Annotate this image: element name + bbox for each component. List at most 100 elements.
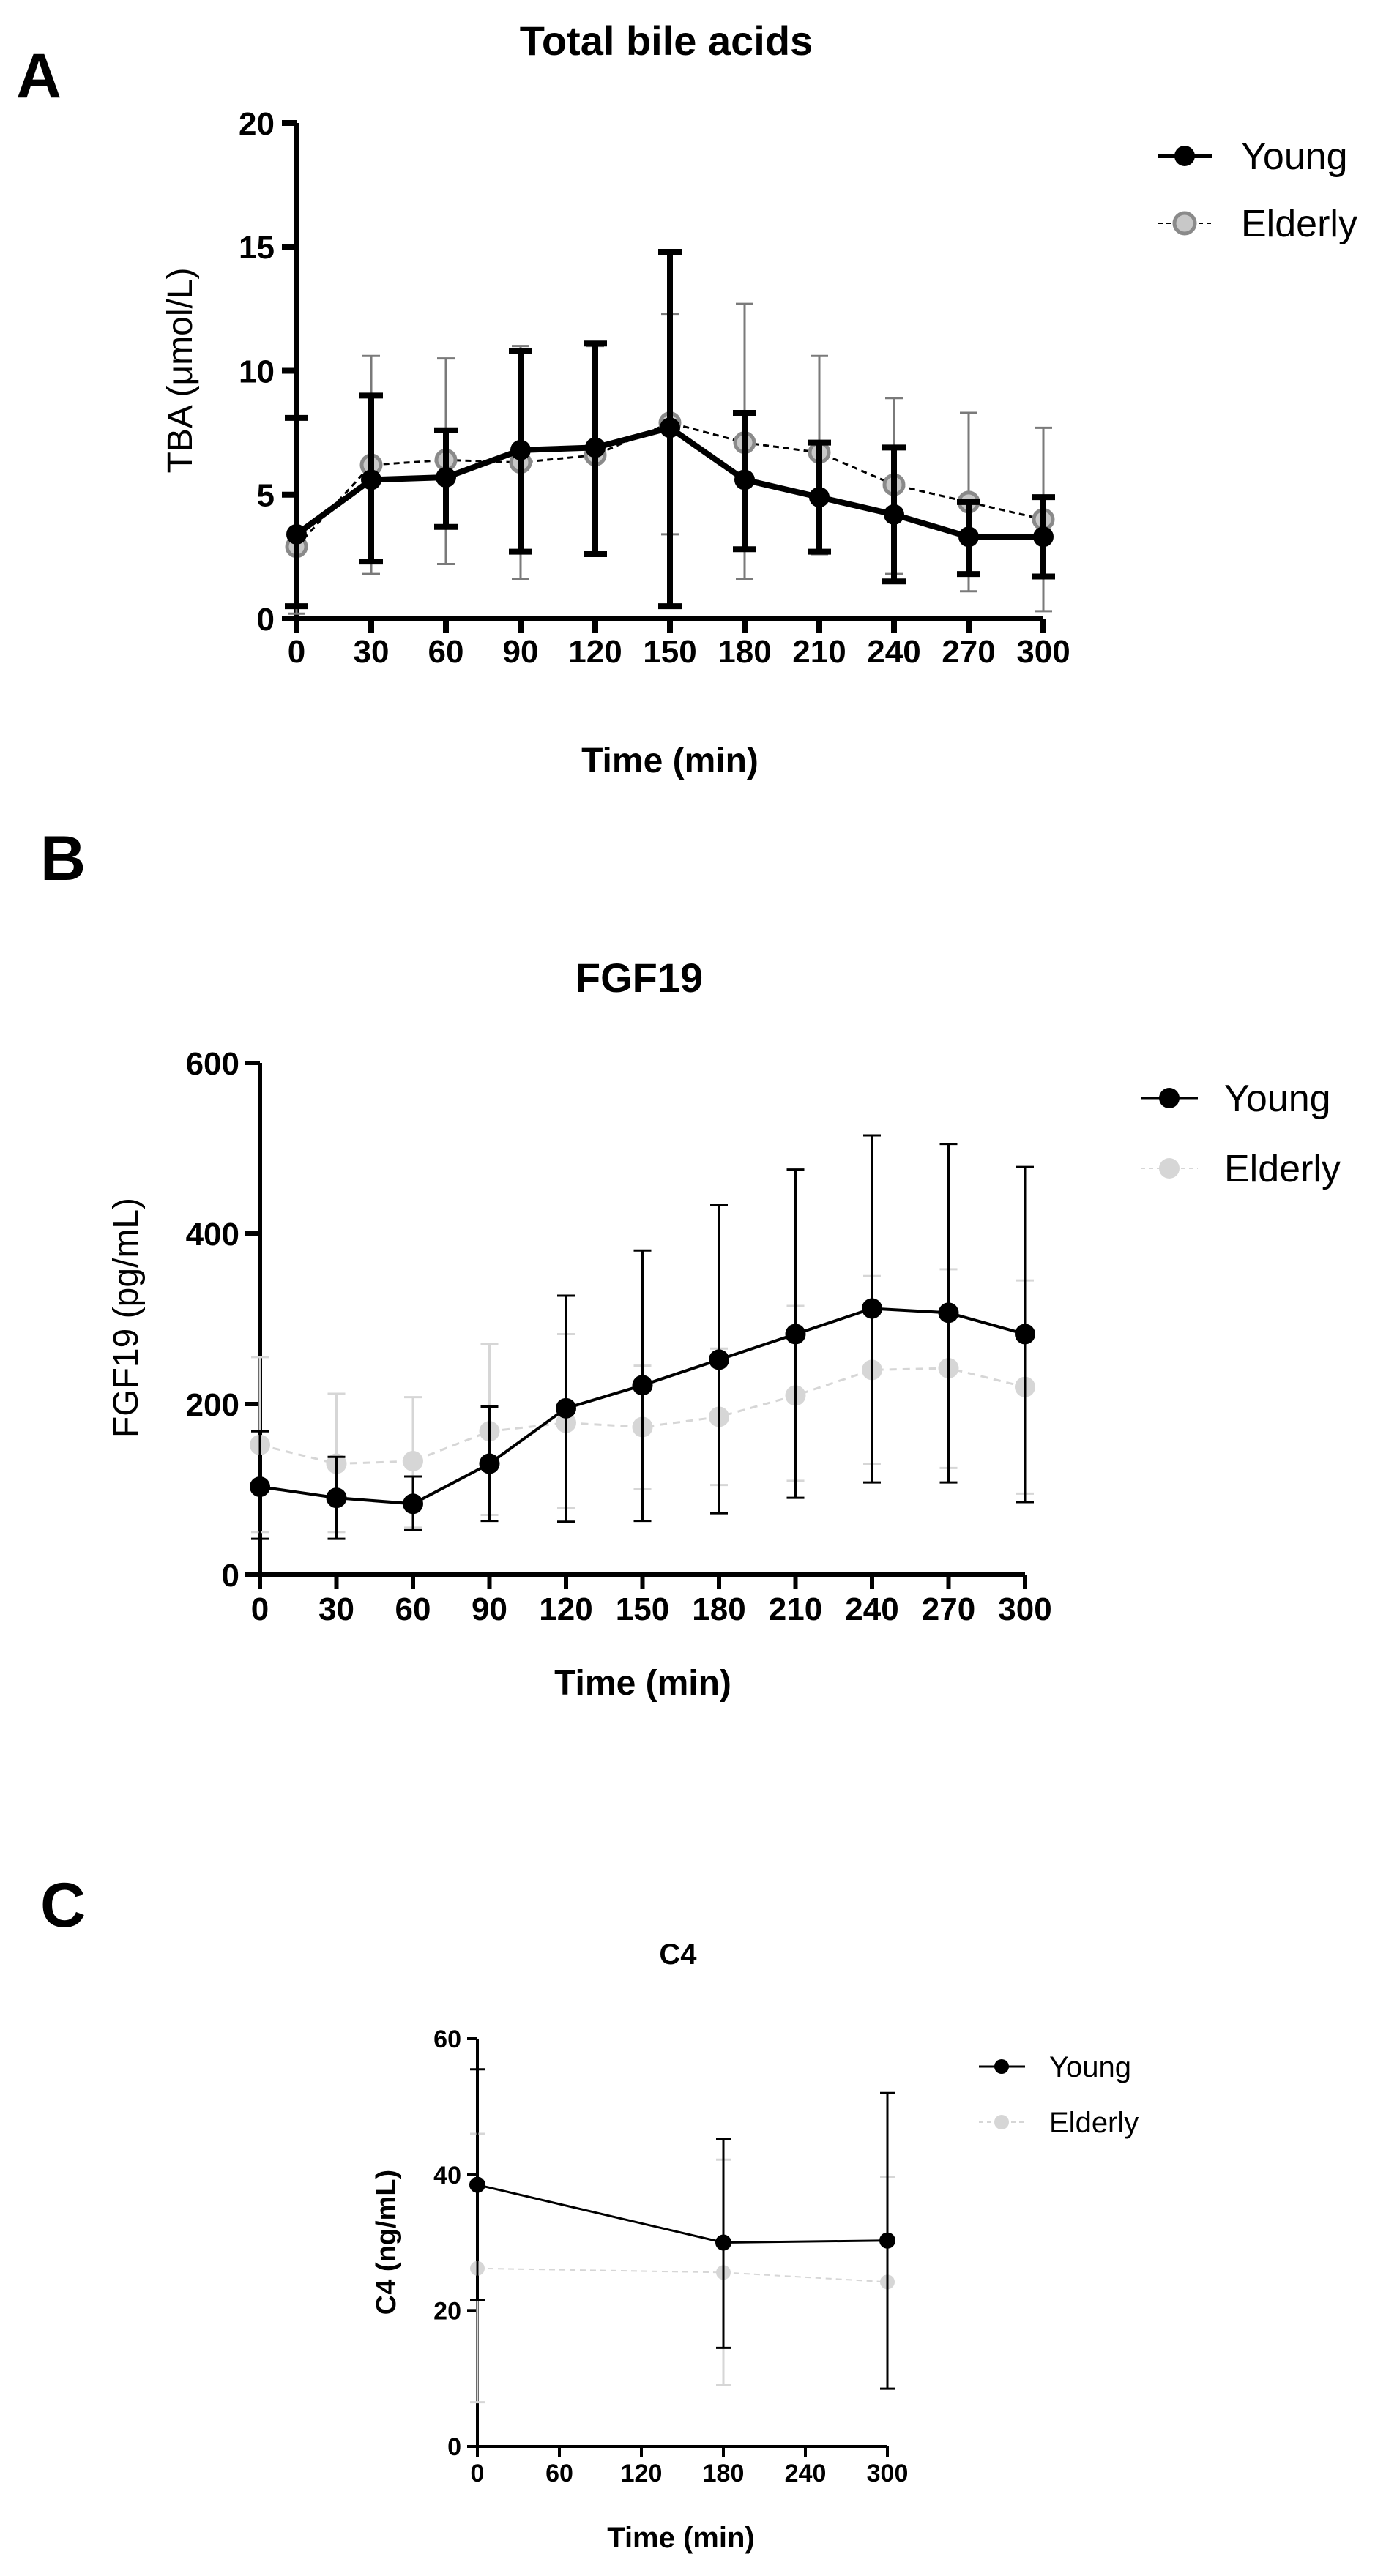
chart-a-title: Total bile acids <box>520 18 813 64</box>
chart-c-elderly-line <box>477 2267 888 2283</box>
chart-b-young-point <box>709 1349 729 1370</box>
chart-a-y-axis-label: TBA (μmol/L) <box>161 267 200 473</box>
chart-c-x-tick-label: 300 <box>867 2460 909 2487</box>
chart-a-x-tick-label: 120 <box>568 634 622 670</box>
chart-b-young-point <box>938 1302 959 1324</box>
chart-a-young-point <box>660 417 680 438</box>
legend-c-young-marker <box>994 2059 1009 2074</box>
chart-b-elderly-point <box>403 1451 423 1472</box>
chart-a-young-point <box>958 526 979 548</box>
legend-c-elderly-label: Elderly <box>1049 2107 1139 2139</box>
chart-c-young-point <box>879 2232 895 2249</box>
chart-b-y-axis-label: FGF19 (pg/mL) <box>107 1198 146 1438</box>
chart-a-x-tick-label: 60 <box>428 634 464 670</box>
chart-c-plot: 0 20 40 60 0 60 120 180 240 300 C4 (ng/mL) Time (mi… <box>371 2026 1139 2554</box>
chart-c-x-tick-label: 180 <box>703 2460 745 2487</box>
chart-a-plot: 0 5 10 15 20 0 30 60 90 120 150 180 210 240 270 300 TBA … <box>161 106 1357 780</box>
legend-b-elderly-marker <box>1159 1158 1180 1179</box>
chart-a-x-tick-label: 30 <box>354 634 390 670</box>
chart-c-y-tick-label: 60 <box>433 2026 461 2053</box>
legend-c-elderly-marker <box>994 2115 1009 2129</box>
chart-c-x-tick-label: 60 <box>545 2460 573 2487</box>
chart-a-y-tick-label: 0 <box>257 602 275 638</box>
chart-a-x-axis-label: Time (min) <box>581 742 759 780</box>
chart-b-x-tick-label: 150 <box>616 1591 669 1627</box>
chart-a-y-tick-label: 10 <box>239 354 275 389</box>
chart-a-young-point <box>436 467 456 488</box>
chart-a-young-point <box>734 469 755 490</box>
chart-a-x-tick-label: 270 <box>942 634 995 670</box>
chart-a-x-tick-label: 90 <box>503 634 539 670</box>
chart-c-x-axis-label: Time (min) <box>607 2522 755 2554</box>
chart-b-x-tick-label: 120 <box>539 1591 592 1627</box>
chart-a-y-tick-label: 15 <box>239 230 275 266</box>
chart-b-young-point <box>1015 1324 1035 1345</box>
chart-c-title: C4 <box>659 1938 697 1971</box>
chart-b-x-tick-label: 300 <box>998 1591 1051 1627</box>
panel-b: B FGF19 0 200 400 600 0 30 60 90 120 150 180 210 240… <box>40 824 1341 1703</box>
chart-b-x-tick-label: 180 <box>692 1591 745 1627</box>
legend-c-young-label: Young <box>1049 2051 1131 2083</box>
chart-b-x-tick-label: 30 <box>318 1591 354 1627</box>
chart-b-y-tick-label: 400 <box>186 1217 239 1252</box>
chart-a-young-point <box>510 439 531 460</box>
chart-b-young-point <box>632 1375 653 1396</box>
chart-a-young-point <box>585 437 606 458</box>
chart-b-young-point <box>862 1298 882 1319</box>
legend-a-young-label: Young <box>1241 135 1348 178</box>
chart-a-x-tick-label: 150 <box>643 634 696 670</box>
chart-b-title: FGF19 <box>575 955 703 1001</box>
chart-b-x-tick-label: 60 <box>395 1591 431 1627</box>
chart-a-y-tick-label: 5 <box>257 478 275 514</box>
chart-b-x-tick-label: 270 <box>922 1591 975 1627</box>
chart-b-young-point <box>556 1397 576 1419</box>
chart-b-x-tick-label: 210 <box>769 1591 822 1627</box>
chart-a-x-tick-label: 300 <box>1016 634 1070 670</box>
chart-a-young-point <box>809 487 830 508</box>
legend-a-elderly-label: Elderly <box>1241 203 1357 245</box>
chart-a-y-tick-label: 20 <box>239 106 275 142</box>
chart-b-x-tick-label: 90 <box>472 1591 507 1627</box>
legend-a-elderly-marker <box>1172 211 1197 236</box>
chart-a-x-tick-label: 210 <box>792 634 846 670</box>
chart-b-young-point <box>250 1476 270 1498</box>
chart-a-x-tick-label: 180 <box>718 634 771 670</box>
chart-b-plot: 0 200 400 600 0 30 60 90 120 150 180 210 240 270 300 FG… <box>107 1046 1341 1703</box>
legend-b-young-label: Young <box>1224 1078 1331 1120</box>
chart-b-y-tick-label: 200 <box>186 1387 239 1423</box>
panel-c: C C4 0 20 40 60 0 60 120 180 240 300 C4 (ng/mL) Tim… <box>40 1870 1139 2554</box>
chart-b-young-point <box>326 1487 347 1509</box>
chart-b-x-axis-label: Time (min) <box>554 1664 731 1703</box>
panel-letter-a: A <box>16 41 62 111</box>
chart-b-young-point <box>785 1324 806 1345</box>
chart-a-x-tick-label: 240 <box>867 634 920 670</box>
chart-b-y-tick-label: 600 <box>186 1046 239 1082</box>
chart-c-x-tick-label: 120 <box>621 2460 663 2487</box>
panel-letter-c: C <box>40 1870 86 1941</box>
chart-c-young-line <box>477 2184 888 2244</box>
chart-c-y-tick-label: 0 <box>447 2433 461 2461</box>
chart-c-x-tick-label: 0 <box>471 2460 485 2487</box>
chart-c-y-axis-label: C4 (ng/mL) <box>371 2170 402 2315</box>
chart-a-young-point <box>361 469 381 490</box>
chart-b-x-tick-label: 240 <box>845 1591 898 1627</box>
chart-b-young-point <box>403 1493 423 1515</box>
chart-c-y-tick-label: 20 <box>433 2298 461 2326</box>
chart-c-young-point <box>715 2234 731 2251</box>
chart-a-young-point <box>1033 526 1054 548</box>
legend-b-young-marker <box>1159 1088 1180 1108</box>
chart-b-y-tick-label: 0 <box>222 1558 239 1594</box>
panel-letter-b: B <box>40 824 86 894</box>
chart-a-young-point <box>286 523 307 545</box>
legend-b-elderly-label: Elderly <box>1224 1148 1341 1190</box>
chart-b-x-tick-label: 0 <box>251 1591 269 1627</box>
chart-a-young-point <box>884 504 904 525</box>
legend-a-young-marker <box>1174 146 1195 166</box>
panel-a: A Total bile acids 0 5 10 15 20 0 30 60 90 120 150… <box>16 18 1357 780</box>
chart-a-x-tick-label: 0 <box>288 634 305 670</box>
chart-b-young-point <box>479 1453 500 1474</box>
chart-c-y-tick-label: 40 <box>433 2162 461 2189</box>
chart-c-young-point <box>469 2176 485 2193</box>
chart-c-x-tick-label: 240 <box>785 2460 827 2487</box>
